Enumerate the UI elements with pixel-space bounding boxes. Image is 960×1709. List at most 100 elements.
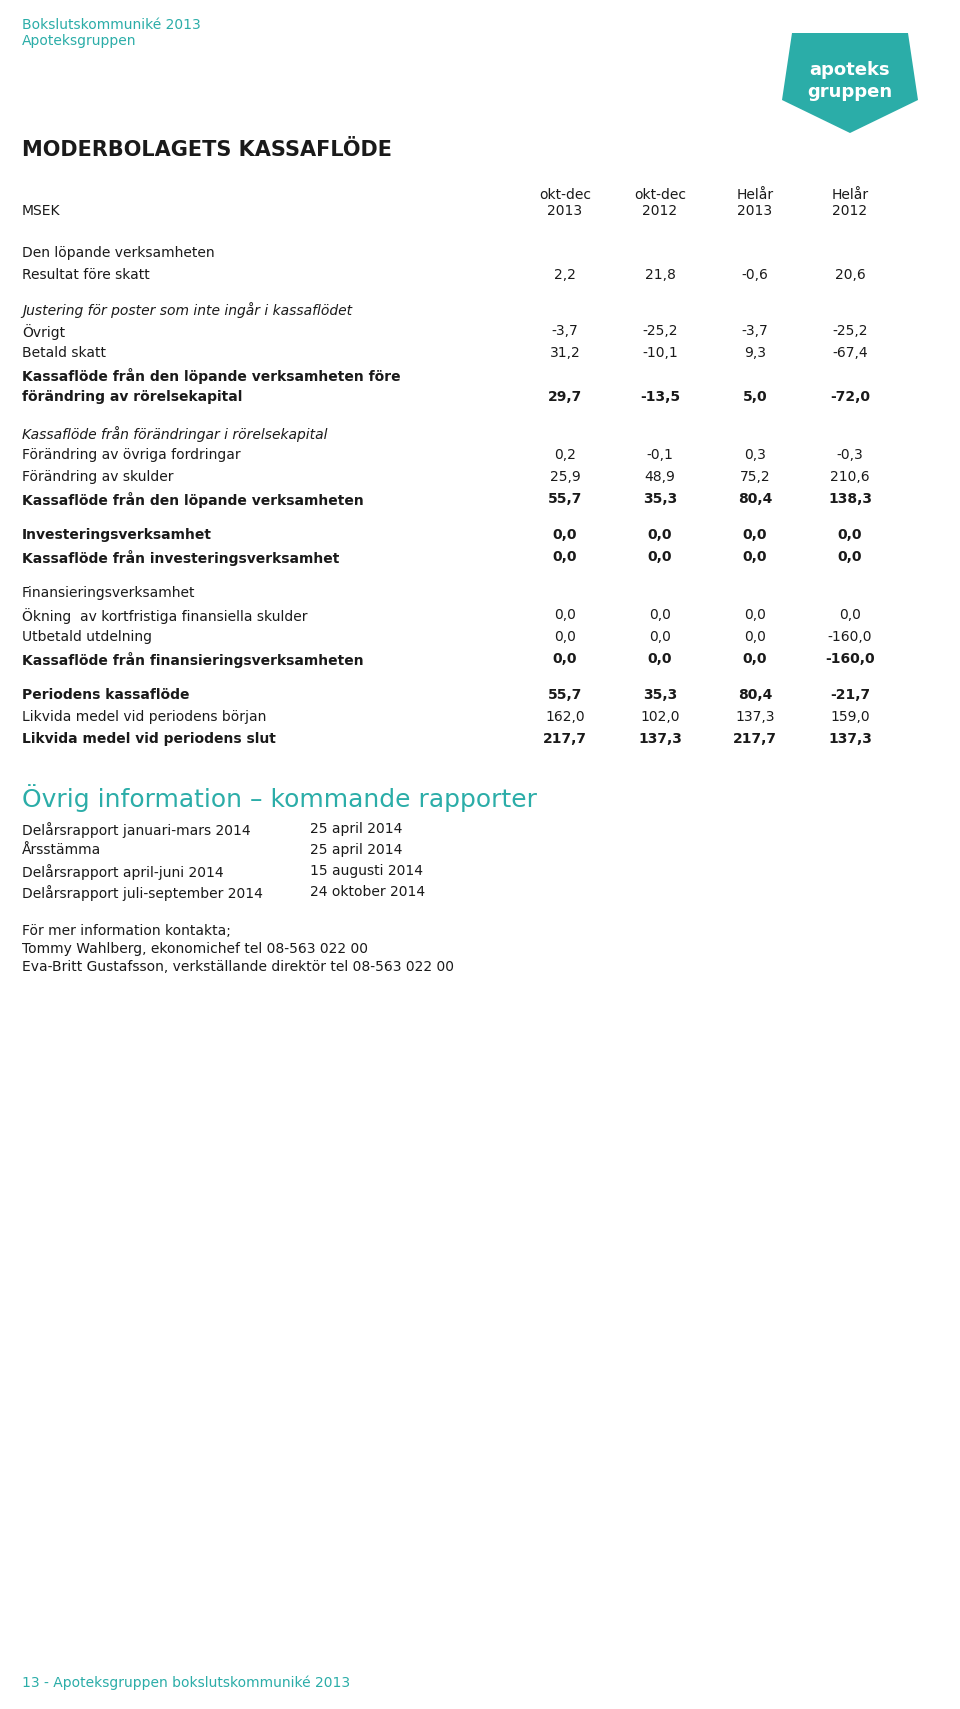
Text: 0,0: 0,0 — [648, 528, 672, 542]
Text: -0,1: -0,1 — [647, 448, 673, 461]
Text: 35,3: 35,3 — [643, 492, 677, 506]
Text: -160,0: -160,0 — [826, 653, 875, 667]
Text: 0,0: 0,0 — [838, 550, 862, 564]
Text: MODERBOLAGETS KASSAFLÖDE: MODERBOLAGETS KASSAFLÖDE — [22, 140, 392, 161]
Text: 210,6: 210,6 — [830, 470, 870, 484]
Text: -72,0: -72,0 — [830, 390, 870, 403]
Polygon shape — [782, 32, 918, 133]
Text: 217,7: 217,7 — [543, 731, 587, 747]
Text: Kassaflöde från den löpande verksamheten före: Kassaflöde från den löpande verksamheten… — [22, 367, 400, 385]
Text: 0,0: 0,0 — [648, 653, 672, 667]
Text: 0,0: 0,0 — [743, 550, 767, 564]
Text: 0,0: 0,0 — [744, 608, 766, 622]
Text: 80,4: 80,4 — [738, 689, 772, 702]
Text: 137,3: 137,3 — [735, 709, 775, 725]
Text: 162,0: 162,0 — [545, 709, 585, 725]
Text: 2012: 2012 — [832, 203, 868, 219]
Text: -25,2: -25,2 — [642, 325, 678, 338]
Text: Periodens kassaflöde: Periodens kassaflöde — [22, 689, 189, 702]
Text: 20,6: 20,6 — [834, 268, 865, 282]
Text: 217,7: 217,7 — [733, 731, 777, 747]
Text: 25,9: 25,9 — [550, 470, 581, 484]
Text: 0,0: 0,0 — [553, 528, 577, 542]
Text: -160,0: -160,0 — [828, 631, 873, 644]
Text: Tommy Wahlberg, ekonomichef tel 08-563 022 00: Tommy Wahlberg, ekonomichef tel 08-563 0… — [22, 942, 368, 955]
Text: -3,7: -3,7 — [552, 325, 578, 338]
Text: okt-dec: okt-dec — [634, 188, 686, 202]
Text: 0,0: 0,0 — [649, 631, 671, 644]
Text: 0,0: 0,0 — [838, 528, 862, 542]
Text: Förändring av skulder: Förändring av skulder — [22, 470, 174, 484]
Text: MSEK: MSEK — [22, 203, 60, 219]
Text: 15 augusti 2014: 15 augusti 2014 — [310, 865, 423, 878]
Text: Likvida medel vid periodens slut: Likvida medel vid periodens slut — [22, 731, 276, 747]
Text: 29,7: 29,7 — [548, 390, 582, 403]
Text: 0,0: 0,0 — [553, 653, 577, 667]
Text: 0,2: 0,2 — [554, 448, 576, 461]
Text: 0,0: 0,0 — [744, 631, 766, 644]
Text: Delårsrapport april-juni 2014: Delårsrapport april-juni 2014 — [22, 865, 224, 880]
Text: Investeringsverksamhet: Investeringsverksamhet — [22, 528, 212, 542]
Text: 102,0: 102,0 — [640, 709, 680, 725]
Text: 0,0: 0,0 — [554, 608, 576, 622]
Text: 75,2: 75,2 — [740, 470, 770, 484]
Text: Kassaflöde från investeringsverksamhet: Kassaflöde från investeringsverksamhet — [22, 550, 340, 566]
Text: okt-dec: okt-dec — [539, 188, 591, 202]
Text: Justering för poster som inte ingår i kassaflödet: Justering för poster som inte ingår i ka… — [22, 302, 352, 318]
Text: 137,3: 137,3 — [638, 731, 682, 747]
Text: 9,3: 9,3 — [744, 345, 766, 361]
Text: 0,0: 0,0 — [554, 631, 576, 644]
Text: förändring av rörelsekapital: förändring av rörelsekapital — [22, 390, 242, 403]
Text: 25 april 2014: 25 april 2014 — [310, 822, 402, 836]
Text: 0,0: 0,0 — [648, 550, 672, 564]
Text: Den löpande verksamheten: Den löpande verksamheten — [22, 246, 215, 260]
Text: -25,2: -25,2 — [832, 325, 868, 338]
Text: 13 - Apoteksgruppen bokslutskommuniké 2013: 13 - Apoteksgruppen bokslutskommuniké 20… — [22, 1675, 350, 1690]
Text: -21,7: -21,7 — [830, 689, 870, 702]
Text: 2,2: 2,2 — [554, 268, 576, 282]
Text: Finansieringsverksamhet: Finansieringsverksamhet — [22, 586, 196, 600]
Text: Kassaflöde från den löpande verksamheten: Kassaflöde från den löpande verksamheten — [22, 492, 364, 508]
Text: 5,0: 5,0 — [743, 390, 767, 403]
Text: 0,0: 0,0 — [743, 528, 767, 542]
Text: Likvida medel vid periodens början: Likvida medel vid periodens början — [22, 709, 266, 725]
Text: 0,0: 0,0 — [839, 608, 861, 622]
Text: Kassaflöde från förändringar i rörelsekapital: Kassaflöde från förändringar i rörelseka… — [22, 426, 327, 443]
Text: 137,3: 137,3 — [828, 731, 872, 747]
Text: 80,4: 80,4 — [738, 492, 772, 506]
Text: Resultat före skatt: Resultat före skatt — [22, 268, 150, 282]
Text: 2013: 2013 — [737, 203, 773, 219]
Text: 24 oktober 2014: 24 oktober 2014 — [310, 885, 425, 899]
Text: Övrig information – kommande rapporter: Övrig information – kommande rapporter — [22, 784, 537, 812]
Text: Kassaflöde från finansieringsverksamheten: Kassaflöde från finansieringsverksamhete… — [22, 653, 364, 668]
Text: 55,7: 55,7 — [548, 492, 582, 506]
Text: 35,3: 35,3 — [643, 689, 677, 702]
Text: Eva-Britt Gustafsson, verkställande direktör tel 08-563 022 00: Eva-Britt Gustafsson, verkställande dire… — [22, 960, 454, 974]
Text: Apoteksgruppen: Apoteksgruppen — [22, 34, 136, 48]
Text: Övrigt: Övrigt — [22, 325, 65, 340]
Text: 25 april 2014: 25 april 2014 — [310, 843, 402, 856]
Text: -67,4: -67,4 — [832, 345, 868, 361]
Text: Förändring av övriga fordringar: Förändring av övriga fordringar — [22, 448, 241, 461]
Text: -0,3: -0,3 — [836, 448, 863, 461]
Text: -13,5: -13,5 — [640, 390, 680, 403]
Text: Ökning  av kortfristiga finansiella skulder: Ökning av kortfristiga finansiella skuld… — [22, 608, 307, 624]
Text: 0,3: 0,3 — [744, 448, 766, 461]
Text: Delårsrapport juli-september 2014: Delårsrapport juli-september 2014 — [22, 885, 263, 901]
Text: Delårsrapport januari-mars 2014: Delårsrapport januari-mars 2014 — [22, 822, 251, 837]
Text: 138,3: 138,3 — [828, 492, 872, 506]
Text: 0,0: 0,0 — [553, 550, 577, 564]
Text: 0,0: 0,0 — [649, 608, 671, 622]
Text: 31,2: 31,2 — [550, 345, 581, 361]
Text: Helår: Helår — [831, 188, 869, 202]
Text: 21,8: 21,8 — [644, 268, 676, 282]
Text: 55,7: 55,7 — [548, 689, 582, 702]
Text: Betald skatt: Betald skatt — [22, 345, 106, 361]
Text: Helår: Helår — [736, 188, 774, 202]
Text: 159,0: 159,0 — [830, 709, 870, 725]
Text: 2012: 2012 — [642, 203, 678, 219]
Text: -0,6: -0,6 — [741, 268, 768, 282]
Text: Bokslutskommuniké 2013: Bokslutskommuniké 2013 — [22, 19, 201, 32]
Text: 0,0: 0,0 — [743, 653, 767, 667]
Text: 2013: 2013 — [547, 203, 583, 219]
